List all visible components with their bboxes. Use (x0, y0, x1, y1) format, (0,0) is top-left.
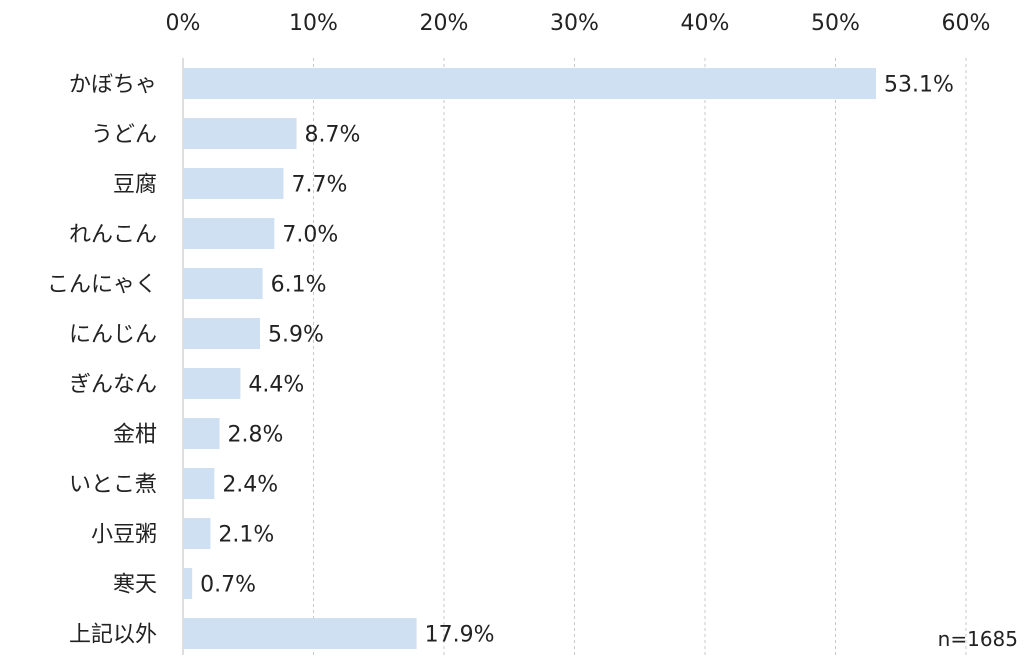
value-label: 0.7% (200, 573, 256, 598)
category-label: 小豆粥 (91, 523, 157, 548)
gridlines (182, 58, 967, 655)
value-label: 4.4% (248, 373, 304, 398)
value-label: 8.7% (305, 123, 361, 148)
category-label: こんにゃく (47, 273, 157, 298)
category-label: かぼちゃ (69, 73, 157, 98)
category-label: 上記以外 (69, 623, 157, 648)
x-tick-label: 30% (550, 11, 599, 36)
x-tick-label: 60% (942, 11, 991, 36)
category-label: 金柑 (113, 423, 157, 448)
x-tick-label: 10% (289, 11, 338, 36)
value-label: 7.0% (282, 223, 338, 248)
bar (184, 618, 417, 649)
category-labels: かぼちゃうどん豆腐れんこんこんにゃくにんじんぎんなん金柑いとこ煮小豆粥寒天上記以… (47, 73, 157, 648)
x-tick-label: 40% (681, 11, 730, 36)
value-label: 2.4% (222, 473, 278, 498)
bar (184, 568, 193, 599)
bar (184, 368, 241, 399)
category-label: にんじん (69, 323, 157, 348)
bar (184, 68, 876, 99)
bar (184, 268, 263, 299)
sample-size-note: n=1685 (938, 627, 1018, 651)
category-label: いとこ煮 (69, 473, 157, 498)
value-label: 17.9% (425, 623, 495, 648)
value-labels: 53.1% 8.7% 7.7% 7.0% 6.1% 5.9% 4.4% 2.8% 2.4% 2.1… (200, 73, 954, 648)
value-label: 5.9% (268, 323, 324, 348)
value-label: 53.1% (884, 73, 954, 98)
bar (184, 118, 297, 149)
bar (184, 468, 215, 499)
bar (184, 168, 284, 199)
value-label: 2.8% (228, 423, 284, 448)
category-label: 豆腐 (113, 173, 157, 198)
x-tick-label: 50% (811, 11, 860, 36)
bar (184, 418, 220, 449)
bar (184, 218, 275, 249)
bars (184, 68, 876, 649)
category-label: うどん (91, 123, 157, 148)
category-label: れんこん (69, 223, 157, 248)
value-label: 2.1% (218, 523, 274, 548)
bar (184, 518, 211, 549)
x-tick-labels: 0% 10% 20% 30% 40% 50% 60% (166, 11, 991, 36)
category-label: 寒天 (113, 573, 157, 598)
x-tick-label: 20% (420, 11, 469, 36)
value-label: 6.1% (271, 273, 327, 298)
category-label: ぎんなん (69, 373, 157, 398)
bar (184, 318, 260, 349)
value-label: 7.7% (291, 173, 347, 198)
x-tick-label: 0% (166, 11, 201, 36)
